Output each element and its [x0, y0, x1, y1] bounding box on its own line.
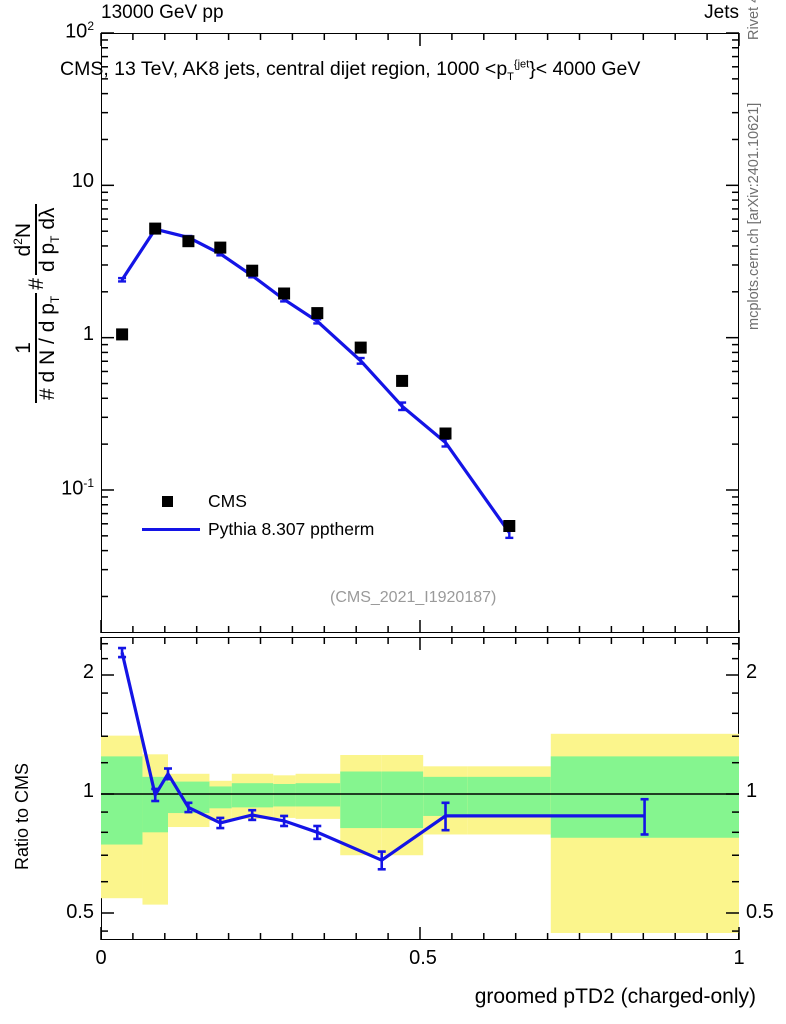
legend-label-cms: CMS	[208, 490, 247, 511]
x-tick-label-0: 0	[95, 947, 107, 969]
main-y-tick-label-2: 1	[82, 323, 94, 345]
plot-title: CMS, 13 TeV, AK8 jets, central dijet reg…	[60, 58, 640, 83]
pythia-main-curve	[120, 227, 511, 534]
plot-title-sub: T	[507, 70, 514, 83]
cms-data-marker	[149, 222, 162, 235]
ratio-y-tick-label-right-2: 0.5	[746, 901, 774, 923]
plot-title-pre: CMS, 13 TeV, AK8 jets, central dijet reg…	[60, 58, 508, 80]
legend-item-cms: CMS	[140, 487, 374, 515]
ratio-y-tick-label-left-2: 0.5	[66, 901, 94, 923]
plot-title-sup: {jet	[513, 58, 530, 71]
cms-data-marker	[439, 427, 452, 440]
ratio-green-band	[142, 776, 168, 833]
cms-data-marker	[311, 307, 324, 320]
ratio-green-band	[273, 783, 296, 807]
x-axis-label: groomed pTD2 (charged-only)	[474, 985, 756, 1008]
ratio-green-band	[231, 783, 274, 808]
legend: CMS Pythia 8.307 pptherm	[140, 487, 374, 543]
legend-line-icon	[140, 519, 202, 539]
ratio-y-tick-label-right-1: 1	[746, 780, 758, 802]
ratio-y-tick-label-right-0: 2	[746, 661, 758, 683]
ratio-green-band	[101, 756, 143, 845]
x-tick-label-1: 0.5	[409, 947, 437, 969]
cms-data-marker	[396, 374, 409, 387]
cms-data-marker	[503, 520, 516, 532]
cms-data-marker	[214, 241, 227, 254]
main-y-tick-label-3: 10-1	[61, 476, 94, 500]
cms-data-marker	[278, 287, 291, 300]
legend-label-pythia: Pythia 8.307 pptherm	[208, 518, 375, 539]
cms-data-marker	[246, 264, 259, 277]
ratio-green-band	[209, 786, 232, 809]
ratio-green-band	[467, 776, 551, 816]
ratio-y-tick-label-left-0: 2	[82, 661, 94, 683]
plot-title-post: }< 4000 GeV	[529, 58, 641, 80]
cms-data-marker	[354, 341, 367, 354]
ratio-green-band	[381, 771, 424, 829]
x-tick-label-2: 1	[733, 947, 745, 969]
cms-data-marker	[116, 328, 129, 341]
analysis-id-watermark: (CMS_2021_I1920187)	[330, 589, 497, 606]
legend-item-pythia: Pythia 8.307 pptherm	[140, 515, 374, 543]
ratio-green-band	[340, 771, 382, 829]
header-beam-label: 13000 GeV pp	[101, 2, 224, 23]
header-analysis-label: Jets	[704, 2, 739, 23]
legend-marker-square-icon	[140, 491, 202, 511]
cms-data-marker	[182, 235, 195, 248]
ratio-y-tick-label-left-1: 1	[82, 780, 94, 802]
main-y-tick-label-0: 102	[65, 19, 94, 43]
main-y-tick-label-1: 10	[71, 170, 94, 192]
ratio-green-band	[295, 783, 341, 807]
